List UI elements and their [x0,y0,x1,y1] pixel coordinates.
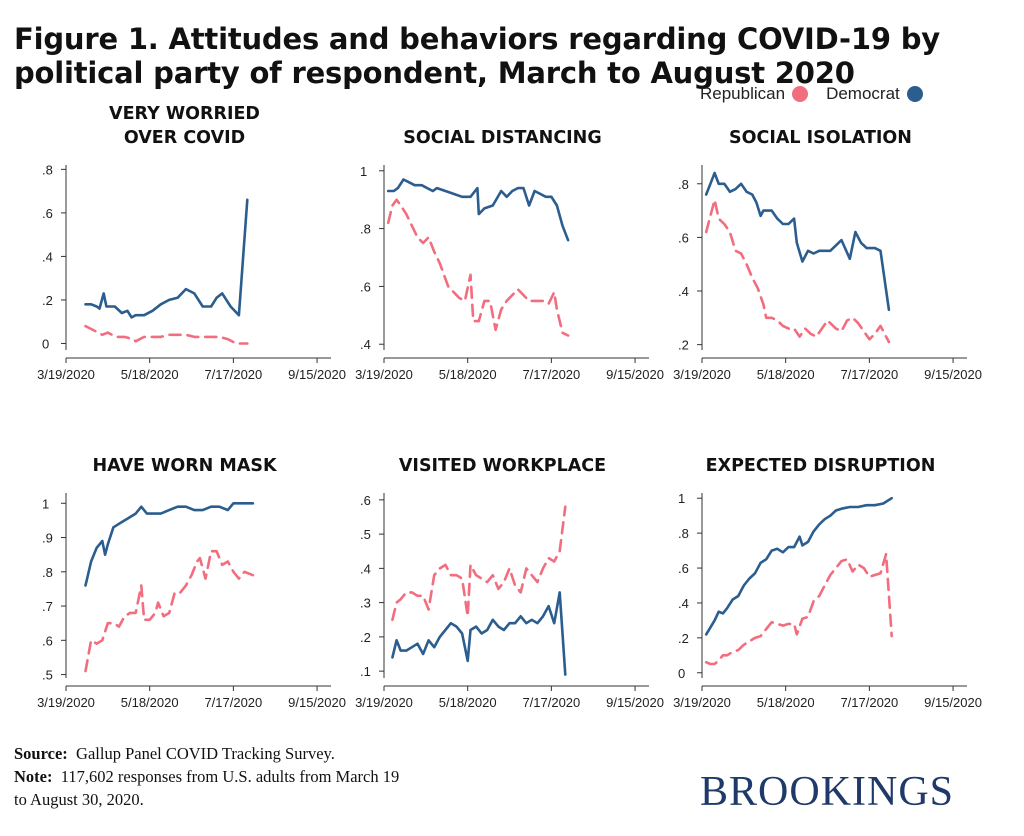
y-tick-label: .9 [42,531,53,546]
legend-dot-democrat [906,86,923,102]
x-tick-label: 3/19/2020 [355,367,413,382]
x-tick-label: 9/15/2020 [288,695,346,710]
source-label: Source: [14,744,68,763]
y-tick-label: 0 [678,666,685,681]
y-tick-label: .8 [42,162,53,177]
y-tick-label: .6 [360,279,371,294]
x-tick-label: 5/18/2020 [757,695,815,710]
legend-label-democrat: Democrat [826,84,900,103]
x-tick-label: 7/17/2020 [522,367,580,382]
x-tick-label: 7/17/2020 [204,367,262,382]
y-tick-label: .6 [678,561,689,576]
series-line-democrat [704,171,891,312]
y-tick-label: .8 [678,526,689,541]
x-tick-label: 9/15/2020 [924,367,982,382]
legend: Republican Democrat [700,83,941,105]
x-tick-label: 9/15/2020 [606,367,664,382]
panel-title: EXPECTED DISRUPTION [706,456,936,476]
x-tick-label: 9/15/2020 [606,695,664,710]
y-tick-label: .2 [360,630,371,645]
x-tick-label: 5/18/2020 [439,367,497,382]
legend-dot-republican [792,86,809,102]
x-tick-label: 9/15/2020 [288,367,346,382]
series-line-republican [704,552,894,666]
y-tick-label: .6 [42,633,53,648]
legend-item-democrat: Democrat [826,84,923,104]
y-tick-label: .7 [42,599,53,614]
y-tick-label: .4 [360,337,371,352]
y-tick-label: .3 [360,596,371,611]
chart-panel-2: SOCIAL DISTANCING .4 .6 .8 1 3/19/2020 5/18/20… [355,128,664,382]
panel-title: OVER COVID [124,128,245,148]
x-tick-label: 5/18/2020 [121,695,179,710]
y-tick-label: 1 [678,491,685,506]
footer-notes: Source: Gallup Panel COVID Tracking Surv… [14,742,399,811]
y-tick-label: 1 [360,164,367,179]
y-tick-label: 0 [42,336,49,351]
series-line-republican [84,549,255,673]
series-line-democrat [84,198,249,319]
x-tick-label: 7/17/2020 [522,695,580,710]
y-tick-label: .2 [678,338,689,353]
note-text-line2: to August 30, 2020. [14,790,144,809]
note-text-line1: 117,602 responses from U.S. adults from … [60,767,400,786]
legend-label-republican: Republican [700,84,786,103]
x-tick-label: 9/15/2020 [924,695,982,710]
panel-title: SOCIAL DISTANCING [403,128,601,148]
chart-panel-1: VERY WORRIED OVER COVID 0 .2 .4 .6 .8 3/19/2020… [37,104,346,382]
legend-item-republican: Republican [700,84,809,104]
note-label: Note: [14,767,53,786]
chart-panel-5: VISITED WORKPLACE .1 .2 .3 .4 .5 .6 3/19/2020 5/… [355,456,664,710]
y-tick-label: .4 [678,596,689,611]
y-tick-label: .4 [360,561,371,576]
series-line-republican [386,198,570,337]
x-tick-label: 7/17/2020 [840,695,898,710]
y-tick-label: 1 [42,496,49,511]
chart-grid: VERY WORRIED OVER COVID 0 .2 .4 .6 .8 3/19/2020… [37,104,982,710]
y-tick-label: .2 [678,631,689,646]
y-tick-label: .4 [678,284,689,299]
panel-title: VISITED WORKPLACE [399,456,606,476]
panel-title: HAVE WORN MASK [92,456,278,476]
x-tick-label: 3/19/2020 [355,695,413,710]
source-text: Gallup Panel COVID Tracking Survey. [76,744,335,763]
y-tick-label: .8 [678,177,689,192]
y-tick-label: .4 [42,249,53,264]
series-line-republican [704,198,891,344]
series-line-democrat [84,501,255,587]
x-tick-label: 7/17/2020 [840,367,898,382]
series-line-democrat [391,591,567,676]
y-tick-label: .2 [42,293,53,308]
x-tick-label: 5/18/2020 [439,695,497,710]
y-tick-label: .6 [360,493,371,508]
x-tick-label: 3/19/2020 [37,367,95,382]
panel-title: SOCIAL ISOLATION [729,128,912,148]
y-tick-label: .6 [678,230,689,245]
y-tick-label: .1 [360,664,371,679]
series-line-republican [391,505,567,622]
series-line-democrat [704,496,894,636]
y-tick-label: .5 [42,668,53,683]
source-line: Source: Gallup Panel COVID Tracking Surv… [14,742,399,765]
figure-title: Figure 1. Attitudes and behaviors regard… [14,22,941,90]
y-tick-label: .5 [360,527,371,542]
brookings-logo: BROOKINGS [700,769,955,815]
y-tick-label: .8 [42,565,53,580]
panel-title: VERY WORRIED [109,104,260,124]
chart-panel-4: HAVE WORN MASK .5 .6 .7 .8 .9 1 3/19/2020 5/18/2… [37,456,346,710]
note-line: Note: 117,602 responses from U.S. adults… [14,765,399,788]
chart-panel-6: EXPECTED DISRUPTION 0 .2 .4 .6 .8 1 3/19/2020 5/… [673,456,982,710]
x-tick-label: 5/18/2020 [757,367,815,382]
x-tick-label: 7/17/2020 [204,695,262,710]
series-line-republican [84,324,249,345]
y-tick-label: .6 [42,206,53,221]
x-tick-label: 3/19/2020 [673,367,731,382]
chart-panel-3: SOCIAL ISOLATION .2 .4 .6 .8 3/19/2020 5/18/20… [673,128,982,382]
series-line-democrat [386,178,570,242]
x-tick-label: 3/19/2020 [673,695,731,710]
x-tick-label: 3/19/2020 [37,695,95,710]
x-tick-label: 5/18/2020 [121,367,179,382]
y-tick-label: .8 [360,222,371,237]
